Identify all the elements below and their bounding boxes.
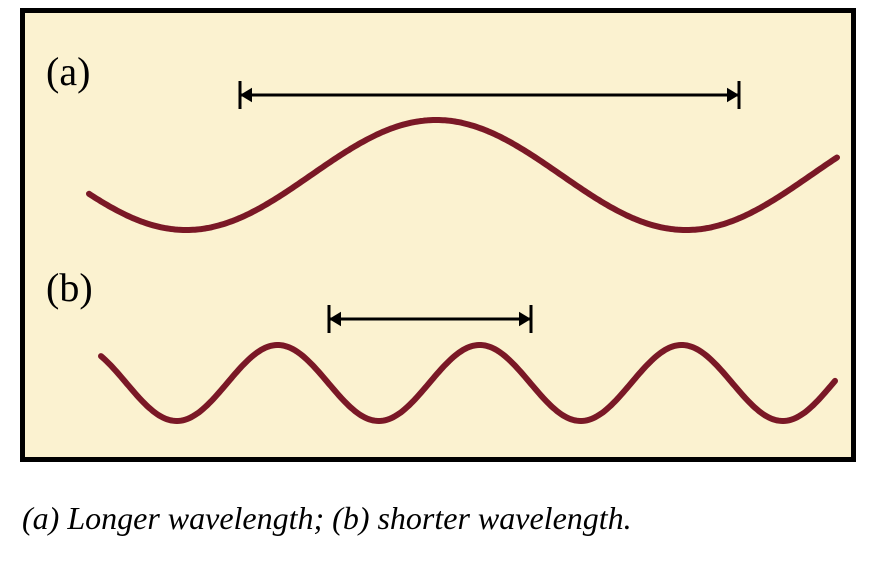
page: (a) (b) (a) Longer wavelength; (b) short… (0, 0, 882, 562)
wavelength-indicator-b (329, 305, 531, 333)
wave-b (101, 345, 835, 421)
figure-caption: (a) Longer wavelength; (b) shorter wavel… (22, 500, 632, 537)
panel-b-label: (b) (46, 264, 93, 311)
diagram-frame (20, 8, 856, 462)
diagram-svg (25, 13, 861, 467)
panel-a-label: (a) (46, 48, 90, 95)
wave-a (89, 120, 837, 230)
wavelength-indicator-a (240, 81, 739, 109)
